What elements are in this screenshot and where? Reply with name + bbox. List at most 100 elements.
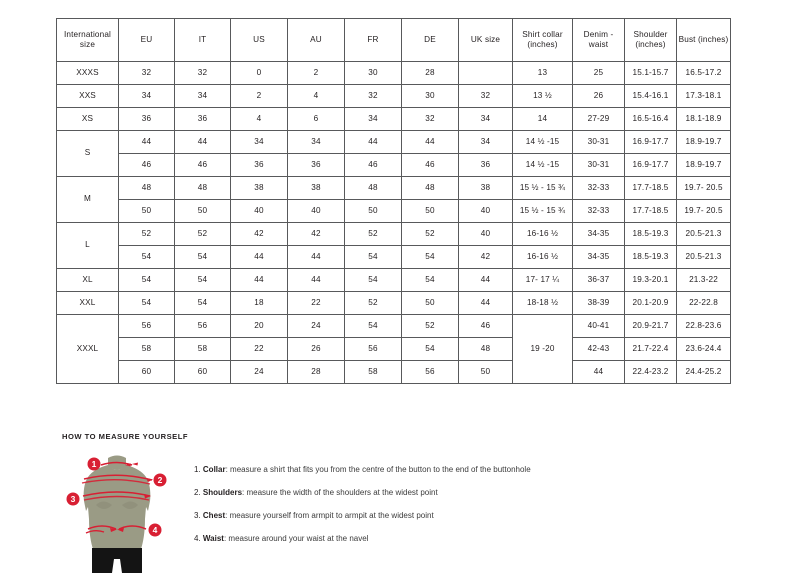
cell-bust: 21.3-22 <box>676 268 731 292</box>
cell-us: 2 <box>230 84 288 108</box>
cell-denim-waist: 30-31 <box>572 130 625 154</box>
row-label-s: S <box>56 130 119 177</box>
marker-1-label: 1 <box>92 459 97 469</box>
measurement-instructions-list: 1. Collar: measure a shirt that fits you… <box>172 449 762 557</box>
cell-au: 34 <box>287 130 345 154</box>
cell-de: 44 <box>401 130 459 154</box>
cell-fr: 56 <box>344 337 402 361</box>
cell-eu: 44 <box>118 130 175 154</box>
cell-eu: 46 <box>118 153 175 177</box>
cell-fr: 58 <box>344 360 402 384</box>
cell-eu: 32 <box>118 61 175 85</box>
table-row: XL 54 54 44 44 54 54 44 17- 17 ¼ 36-37 19.3-20.1 21… <box>56 268 731 292</box>
cell-uk: 44 <box>458 268 513 292</box>
cell-de: 54 <box>401 268 459 292</box>
step-description: : measure yourself from armpit to armpit… <box>225 511 434 520</box>
row-label-l: L <box>56 222 119 269</box>
marker-1: 1 <box>87 457 101 471</box>
chest-measure-arrow <box>82 491 151 497</box>
collar-arrow-head-right <box>125 463 131 467</box>
collar-arrow-head-right2 <box>132 462 138 466</box>
torso-diagram-illustration: 1 2 3 4 <box>66 455 167 573</box>
cell-it: 44 <box>174 130 231 154</box>
cell-denim-waist: 30-31 <box>572 153 625 177</box>
cell-it: 46 <box>174 153 231 177</box>
table-row: M 48 48 38 38 48 48 38 15 ½ - 15 ¾ 32-33 17.7-18.5… <box>56 176 731 223</box>
cell-au: 38 <box>287 176 345 200</box>
table-row: XXXL 56 56 20 24 54 52 46 19 -20 40-41 20.9-21.7 22… <box>56 314 731 384</box>
cell-us: 38 <box>230 176 288 200</box>
cell-denim-waist: 25 <box>572 61 625 85</box>
header-line-2: waist <box>588 40 609 49</box>
table-row: 46 46 36 36 46 46 36 14 ½ -15 30-31 16.9-17.7 18.9… <box>57 153 731 177</box>
cell-us: 36 <box>230 153 288 177</box>
cell-denim-waist: 36-37 <box>572 268 625 292</box>
column-header-bust: Bust (inches) <box>676 18 731 62</box>
cell-fr: 46 <box>344 153 402 177</box>
row-label-m: M <box>56 176 119 223</box>
cell-bust: 24.4-25.2 <box>676 360 731 384</box>
row-label-xl: XL <box>56 268 119 292</box>
cell-fr: 52 <box>344 291 402 315</box>
cell-us: 20 <box>230 314 288 338</box>
cell-au: 26 <box>287 337 345 361</box>
cell-au: 44 <box>287 268 345 292</box>
row-label-xxxs: XXXS <box>56 61 119 85</box>
cell-us: 44 <box>230 245 288 269</box>
column-header-international-size: International size <box>56 18 119 62</box>
cell-fr: 54 <box>344 245 402 269</box>
cell-it: 36 <box>174 107 231 131</box>
cell-shoulder: 22.4-23.2 <box>624 360 677 384</box>
cell-au: 4 <box>287 84 345 108</box>
cell-bust: 19.7- 20.5 <box>676 176 731 200</box>
cell-bust: 22-22.8 <box>676 291 731 315</box>
table-row: XXS 34 34 2 4 32 30 32 13 ½ 26 15.4-16.1 17.3-18.1 <box>56 84 731 108</box>
header-line-1: Denim - <box>583 29 614 39</box>
cell-au: 22 <box>287 291 345 315</box>
cell-shirt-collar: 15 ½ - 15 ¾ <box>512 176 573 200</box>
chest-arrow-head <box>144 494 151 499</box>
header-line-2: (inches) <box>527 40 558 49</box>
table-row: 50 50 40 40 50 50 40 15 ½ - 15 ¾ 32-33 17.7-18.5 1… <box>57 199 731 223</box>
table-row: XXL 54 54 18 22 52 50 44 18-18 ½ 38-39 20.1-20.9 22… <box>56 291 731 315</box>
cell-eu: 48 <box>118 176 175 200</box>
table-row: XXXS 32 32 0 2 30 28 13 25 15.1-15.7 16.5-17.2 <box>56 61 731 85</box>
cell-uk: 34 <box>458 107 513 131</box>
step-number: 1. <box>194 465 201 474</box>
cell-uk <box>458 61 513 85</box>
cell-shirt-collar: 14 <box>512 107 573 131</box>
column-header-de: DE <box>401 18 459 62</box>
cell-shoulder: 19.3-20.1 <box>624 268 677 292</box>
cell-au: 2 <box>287 61 345 85</box>
header-line-2: (inches) <box>635 40 666 49</box>
cell-eu: 56 <box>118 314 175 338</box>
cell-bust: 19.7- 20.5 <box>676 199 731 223</box>
waist-measure-arrow-tail <box>85 530 105 534</box>
cell-de: 30 <box>401 84 459 108</box>
column-header-us: US <box>230 18 288 62</box>
cell-shoulder: 18.5-19.3 <box>624 245 677 269</box>
measurement-step-chest: 3. Chest: measure yourself from armpit t… <box>194 511 762 521</box>
table-header: International size EU IT US AU FR DE UK … <box>56 18 731 62</box>
cell-it: 48 <box>174 176 231 200</box>
cell-au: 40 <box>287 199 345 223</box>
cell-it: 58 <box>174 337 231 361</box>
cell-it: 60 <box>174 360 231 384</box>
cell-fr: 32 <box>344 84 402 108</box>
shoulders-measure-arrow-2 <box>81 479 151 485</box>
cell-it: 54 <box>174 245 231 269</box>
cell-eu: 34 <box>118 84 175 108</box>
cell-denim-waist: 27-29 <box>572 107 625 131</box>
cell-eu: 58 <box>118 337 175 361</box>
cell-de: 50 <box>401 199 459 223</box>
cell-us: 40 <box>230 199 288 223</box>
header-line-1: International <box>63 29 111 39</box>
cell-fr: 48 <box>344 176 402 200</box>
measurement-figure-container: 1 2 3 4 <box>62 449 172 582</box>
cell-uk: 46 <box>458 314 513 338</box>
cell-us: 44 <box>230 268 288 292</box>
header-line-1: Shirt collar <box>522 29 563 39</box>
chest-measure-arrow-2 <box>83 495 150 501</box>
cell-fr: 30 <box>344 61 402 85</box>
cell-au: 6 <box>287 107 345 131</box>
